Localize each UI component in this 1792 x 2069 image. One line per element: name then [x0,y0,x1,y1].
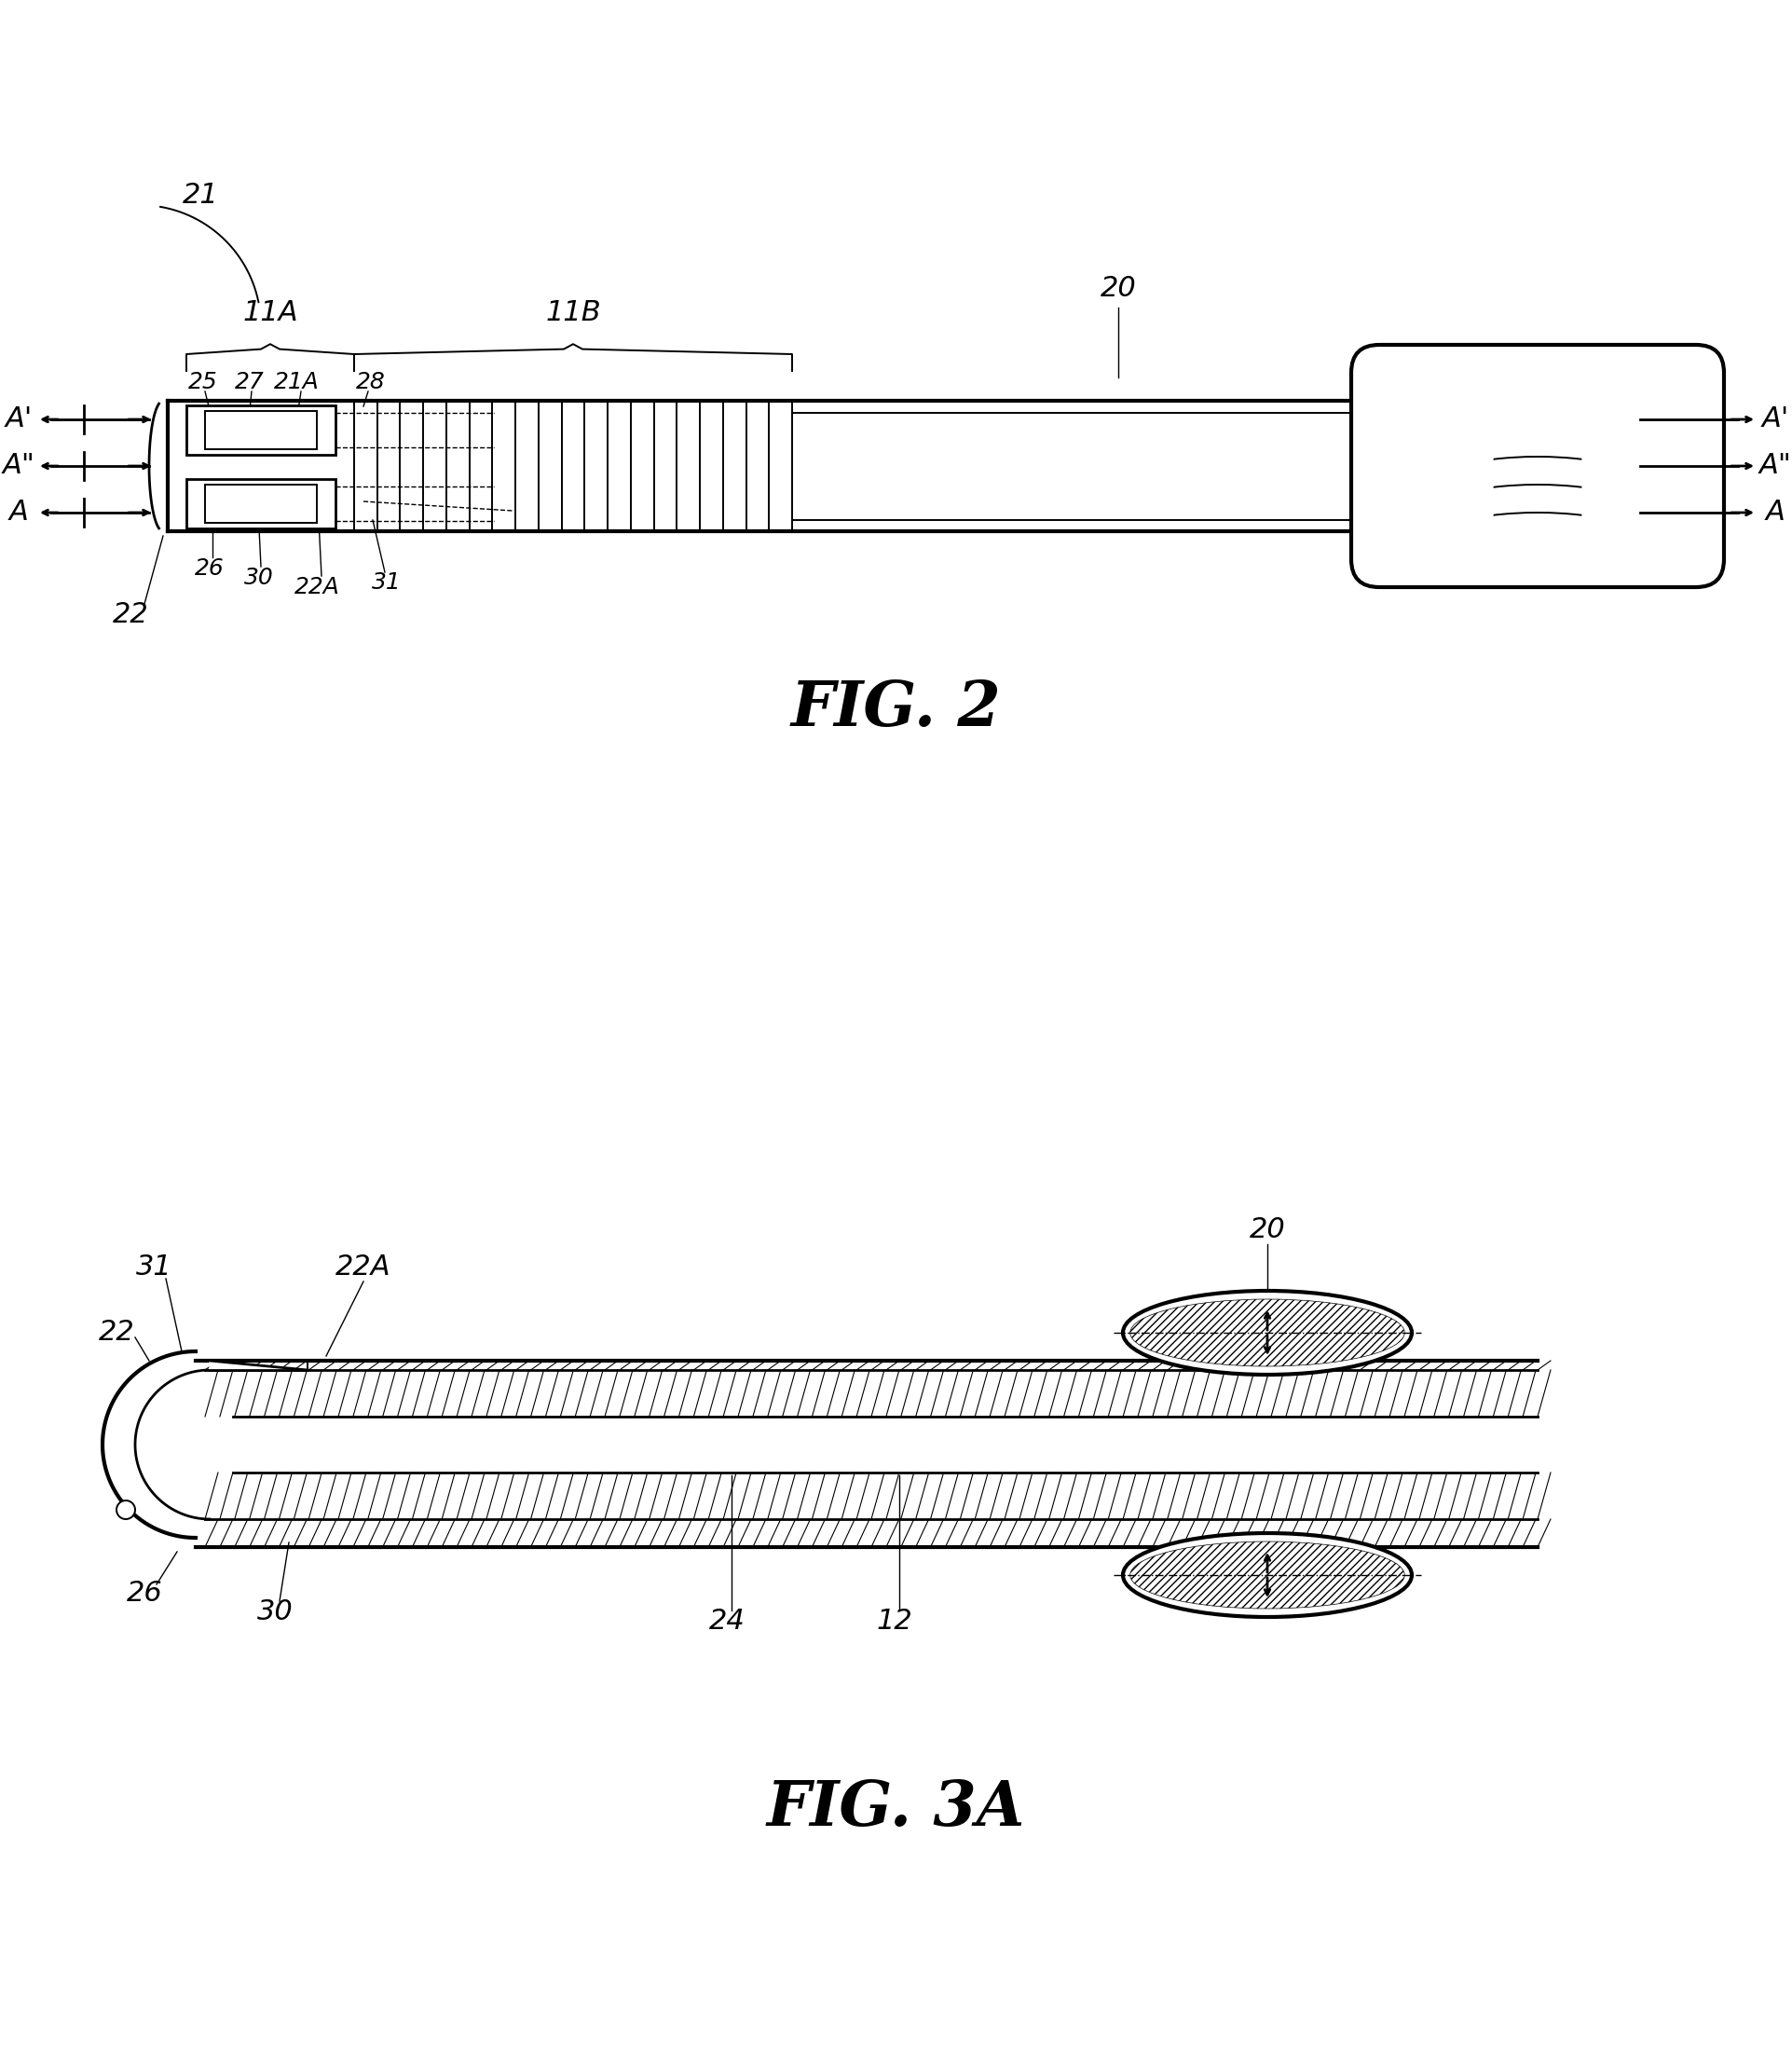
Ellipse shape [1124,1291,1412,1374]
Bar [204,484,317,523]
Polygon shape [210,1361,308,1370]
Text: 25: 25 [188,370,219,393]
Text: 12: 12 [876,1608,912,1635]
Bar [186,480,335,528]
Text: 30: 30 [244,567,274,590]
Text: A: A [9,499,29,526]
FancyBboxPatch shape [1351,346,1724,588]
Text: 11B: 11B [545,298,600,325]
Text: 21A: 21A [274,370,319,393]
Text: 22A: 22A [294,575,340,598]
Text: 22A: 22A [335,1254,391,1281]
Ellipse shape [1124,1533,1412,1618]
Text: 24: 24 [710,1608,745,1635]
Circle shape [116,1500,134,1519]
Text: A": A" [1760,453,1792,480]
Text: 22: 22 [113,602,149,629]
Bar [204,412,317,449]
Text: 22: 22 [99,1320,134,1347]
Text: FIG. 2: FIG. 2 [790,679,1000,739]
Text: A': A' [5,406,32,432]
Text: 11C: 11C [1473,350,1529,377]
Text: 31: 31 [136,1254,172,1281]
Text: 31: 31 [373,571,401,594]
Text: A": A" [2,453,34,480]
Text: FIG. 3A: FIG. 3A [767,1777,1025,1839]
Text: 11A: 11A [242,298,297,325]
Text: 20: 20 [1100,275,1136,302]
Text: A': A' [1762,406,1788,432]
Text: 28: 28 [357,370,385,393]
Bar [186,406,335,455]
Text: 27: 27 [235,370,265,393]
Text: 30: 30 [256,1599,292,1626]
Text: 26: 26 [195,557,224,579]
Text: 21: 21 [183,182,219,209]
Text: 26: 26 [127,1581,163,1608]
Text: A: A [1765,499,1785,526]
Text: 20: 20 [1249,1217,1285,1243]
